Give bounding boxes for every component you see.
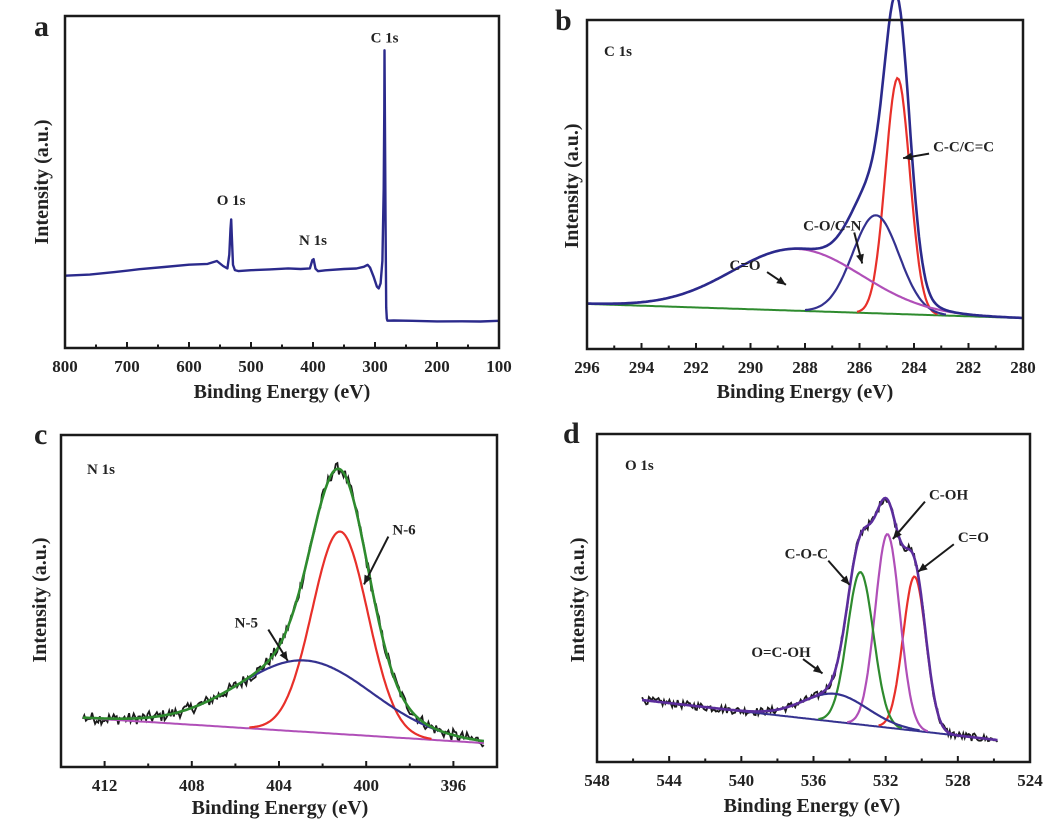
background-line bbox=[586, 302, 1024, 320]
arrow-head bbox=[856, 253, 864, 264]
x-tick-label: 500 bbox=[238, 357, 264, 376]
x-tick-label: 540 bbox=[729, 771, 755, 790]
y-axis-title: Intensity (a.u.) bbox=[29, 537, 51, 662]
peak-annotation: C=O bbox=[958, 530, 989, 546]
component-c-o-c bbox=[818, 571, 903, 730]
x-tick-label: 200 bbox=[424, 357, 450, 376]
x-tick-label: 700 bbox=[114, 357, 140, 376]
x-axis-ticks: 412 408 404 400 396 bbox=[92, 761, 466, 795]
y-axis-title: Intensity (a.u.) bbox=[561, 123, 583, 248]
inset-title: O 1s bbox=[625, 458, 654, 474]
plot-frame bbox=[63, 14, 501, 350]
envelope-line bbox=[641, 496, 998, 742]
x-tick-label: 294 bbox=[629, 358, 655, 377]
x-tick-label: 408 bbox=[179, 776, 205, 795]
x-axis-ticks: 800 700 600 500 400 300 200 100 bbox=[52, 342, 512, 376]
plot-area: C-OH C=O C-O-C O=C-OH bbox=[641, 488, 999, 743]
x-tick-label: 412 bbox=[92, 776, 118, 795]
arrow-head bbox=[364, 574, 372, 585]
arrow-head bbox=[918, 563, 928, 572]
x-tick-label: 800 bbox=[52, 357, 78, 376]
inset-title: C 1s bbox=[604, 44, 632, 60]
panel-letter: a bbox=[34, 10, 49, 43]
x-tick-label: 282 bbox=[956, 358, 982, 377]
x-tick-label: 400 bbox=[300, 357, 326, 376]
peak-annotation: C=O bbox=[730, 258, 761, 274]
peak-annotation: C-OH bbox=[929, 488, 968, 504]
x-tick-label: 284 bbox=[901, 358, 927, 377]
panel-letter: c bbox=[34, 418, 47, 451]
x-axis-ticks: 548 544 540 536 532 528 524 bbox=[584, 756, 1043, 790]
panel-b-c1s: b C-C/C=C C-O/C-N C=O 296 294 292 290 288 286 28… bbox=[555, 0, 1036, 403]
peak-annotation: N-5 bbox=[235, 616, 258, 632]
panel-letter: d bbox=[563, 417, 580, 450]
x-axis-title: Binding Energy (eV) bbox=[724, 795, 901, 817]
x-tick-label: 290 bbox=[738, 358, 764, 377]
x-tick-label: 532 bbox=[873, 771, 899, 790]
arrow-head bbox=[279, 651, 288, 661]
envelope-line bbox=[587, 0, 1023, 320]
x-tick-label: 286 bbox=[847, 358, 873, 377]
background-line bbox=[82, 716, 484, 745]
plot-area: N-6 N-5 bbox=[81, 461, 485, 748]
peak-annotation: C 1s bbox=[371, 31, 399, 47]
plot-area: C-C/C=C C-O/C-N C=O bbox=[586, 0, 1024, 320]
x-tick-label: 288 bbox=[792, 358, 818, 377]
peak-annotation: C-O-C bbox=[785, 547, 828, 563]
x-axis-title: Binding Energy (eV) bbox=[192, 797, 369, 819]
panel-letter: b bbox=[555, 4, 572, 37]
x-tick-label: 536 bbox=[801, 771, 827, 790]
x-tick-label: 528 bbox=[945, 771, 971, 790]
x-tick-label: 544 bbox=[656, 771, 682, 790]
x-tick-label: 296 bbox=[574, 358, 600, 377]
x-tick-label: 524 bbox=[1017, 771, 1043, 790]
arrow-head bbox=[812, 664, 823, 674]
x-axis-ticks: 296 294 292 290 288 286 284 282 280 bbox=[574, 343, 1036, 377]
y-axis-title: Intensity (a.u.) bbox=[567, 537, 589, 662]
x-tick-label: 100 bbox=[486, 357, 512, 376]
x-tick-label: 404 bbox=[266, 776, 292, 795]
plot-area: O 1s N 1s C 1s bbox=[64, 31, 500, 323]
component-c-o bbox=[878, 575, 952, 735]
plot-frame bbox=[59, 433, 499, 769]
x-axis-title: Binding Energy (eV) bbox=[717, 381, 894, 403]
peak-annotation: N 1s bbox=[299, 233, 327, 249]
x-tick-label: 292 bbox=[683, 358, 709, 377]
plot-frame bbox=[595, 432, 1032, 764]
arrow-head bbox=[840, 575, 850, 585]
peak-annotation: C-C/C=C bbox=[933, 140, 994, 156]
survey-spectrum-line bbox=[64, 49, 500, 323]
arrow-head bbox=[892, 529, 902, 539]
x-tick-label: 600 bbox=[176, 357, 202, 376]
component-c-o-c-n bbox=[804, 214, 947, 316]
peak-annotation: O=C-OH bbox=[751, 645, 811, 661]
x-tick-label: 280 bbox=[1010, 358, 1036, 377]
x-tick-label: 400 bbox=[353, 776, 379, 795]
peak-annotation: C-O/C-N bbox=[803, 219, 861, 235]
component-n-6 bbox=[249, 530, 432, 740]
x-tick-label: 548 bbox=[584, 771, 610, 790]
arrow-head bbox=[776, 276, 786, 285]
inset-title: N 1s bbox=[87, 462, 115, 478]
x-axis-title: Binding Energy (eV) bbox=[194, 381, 371, 403]
panel-d-o1s: d C-OHC=OC-O-CO=C-OH 548 544 540 536 532 528 5… bbox=[563, 417, 1043, 817]
peak-annotation: N-6 bbox=[392, 523, 416, 539]
envelope-line bbox=[82, 467, 485, 743]
peak-annotation: O 1s bbox=[217, 193, 246, 209]
y-axis-title: Intensity (a.u.) bbox=[31, 119, 53, 244]
component-c-c-c-c bbox=[856, 76, 938, 316]
panel-a-survey: a O 1sN 1sC 1s 800 700 600 500 400 300 200 100 … bbox=[31, 10, 512, 403]
x-tick-label: 396 bbox=[441, 776, 467, 795]
panel-c-n1s: c N-6 N-5 412 408 404 400 396 N 1s Binding En… bbox=[29, 418, 499, 819]
arrow-head bbox=[903, 152, 913, 161]
x-tick-label: 300 bbox=[362, 357, 388, 376]
component-c-oh bbox=[847, 533, 929, 733]
